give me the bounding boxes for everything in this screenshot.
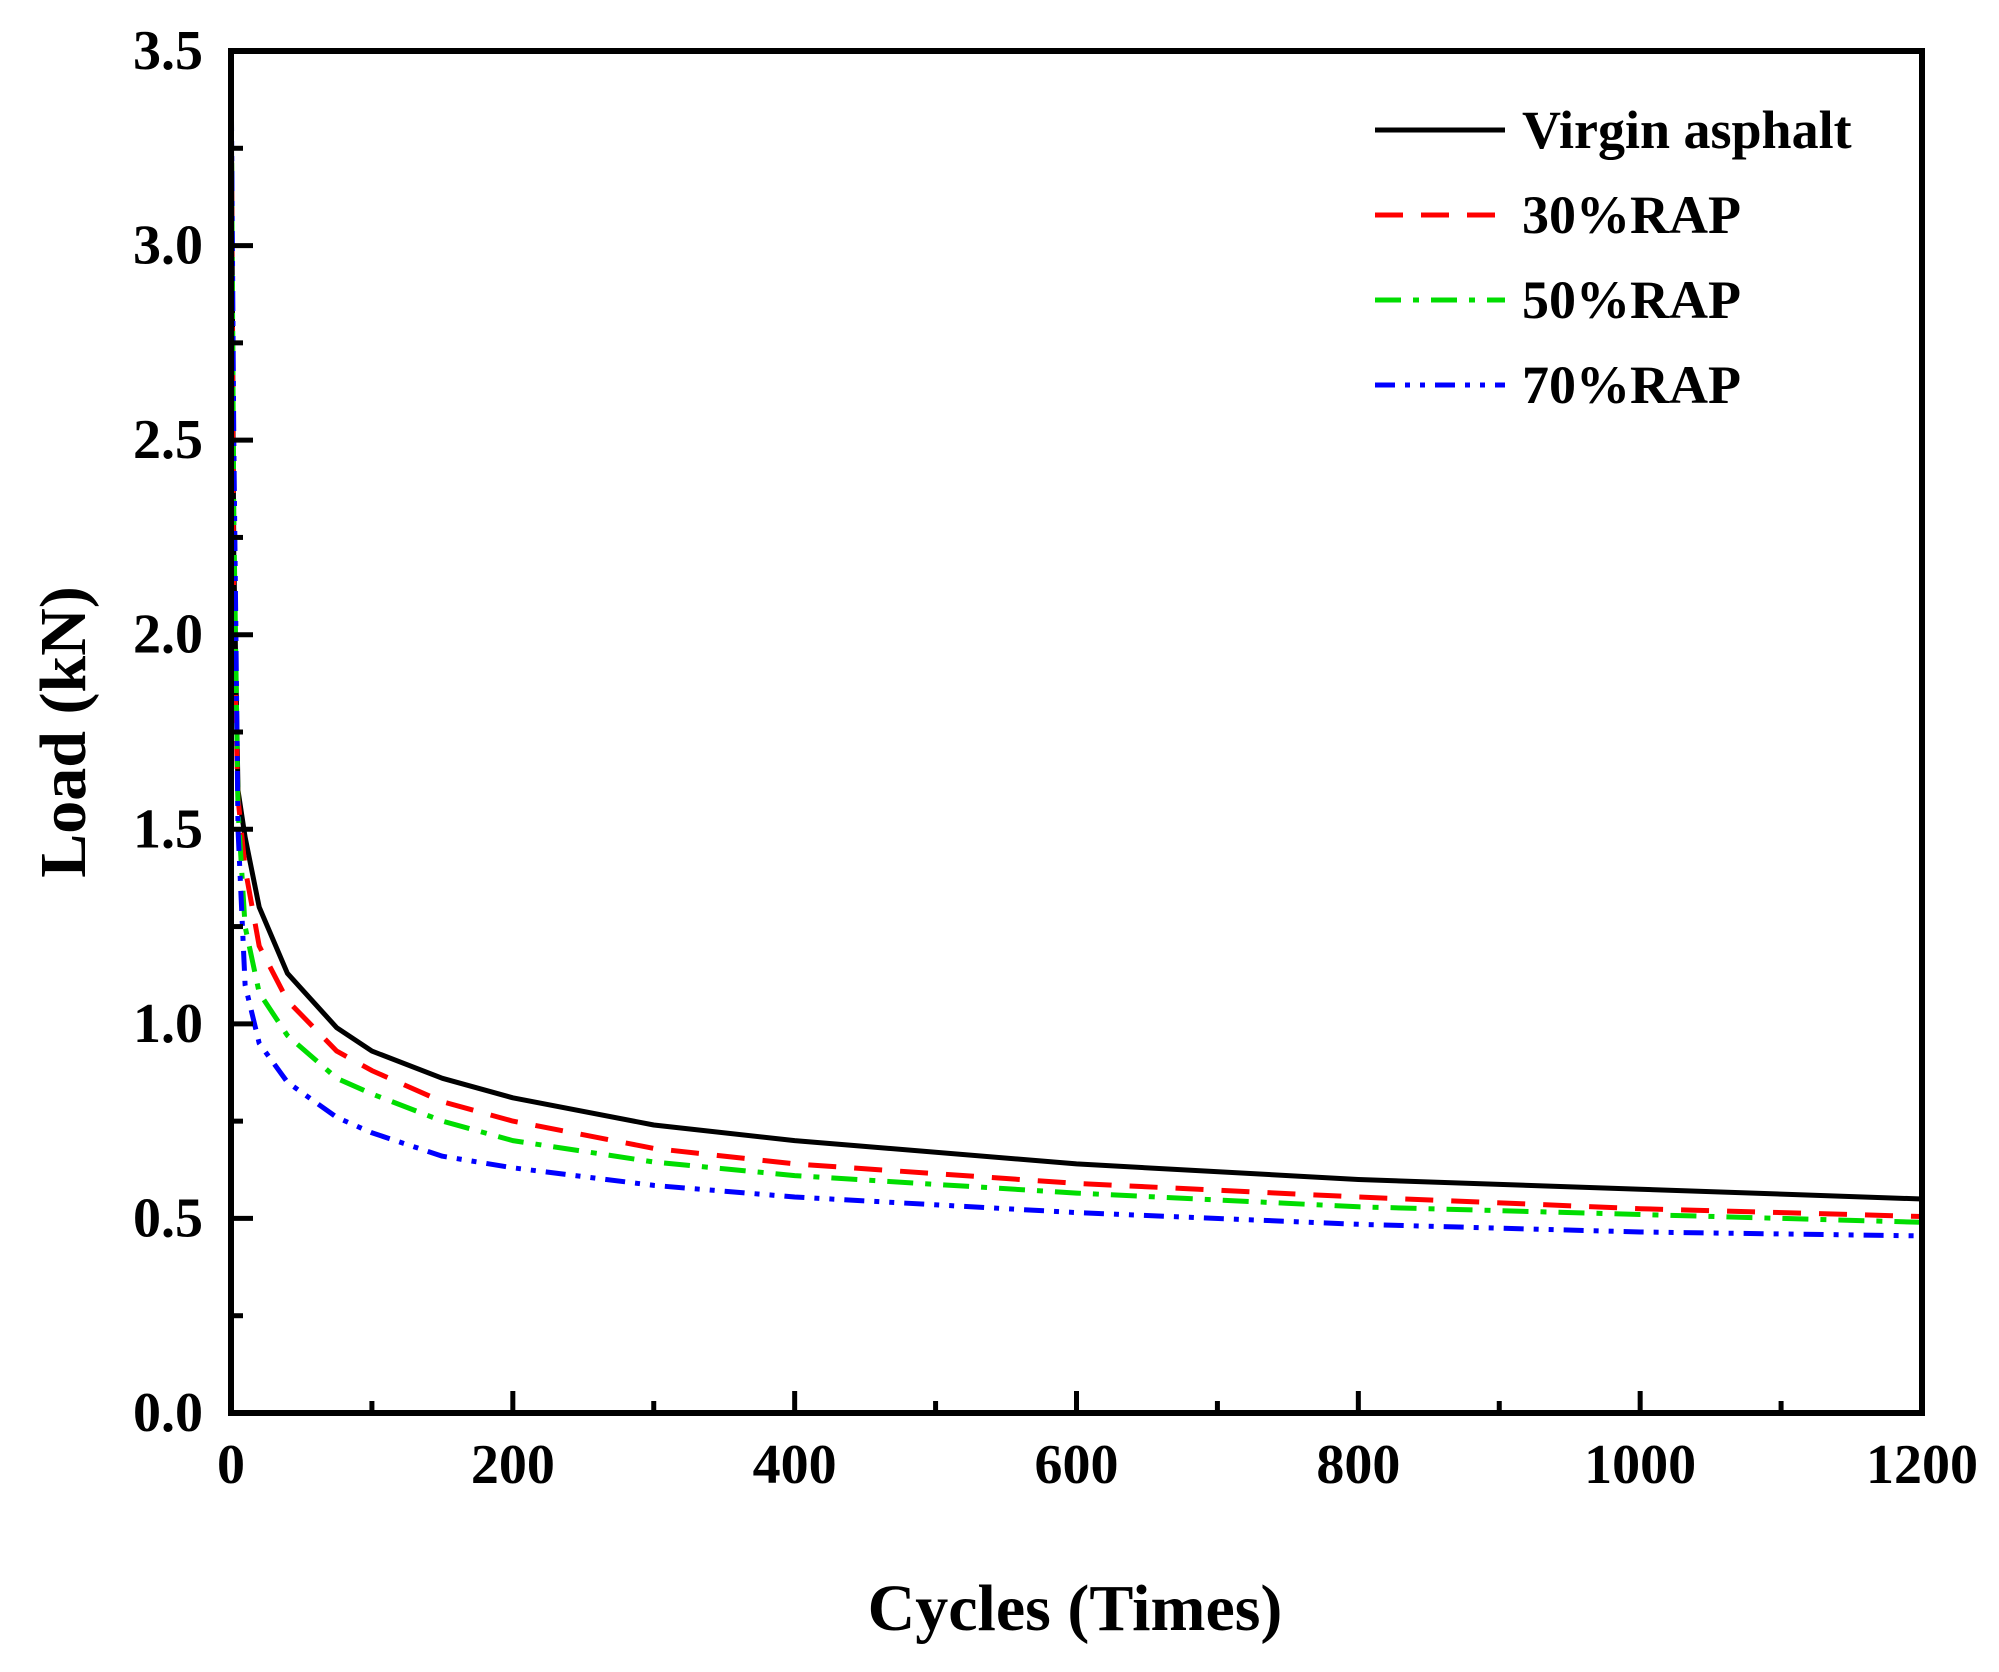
series-line-1 bbox=[228, 50, 1923, 1219]
x-tick-label: 200 bbox=[471, 1434, 555, 1496]
x-tick-label: 600 bbox=[1035, 1434, 1119, 1496]
x-tick-label: 1200 bbox=[1866, 1434, 1978, 1496]
plot-frame bbox=[228, 48, 1925, 1416]
y-axis-label: Load (kN) bbox=[27, 586, 100, 878]
x-tick-label: 1000 bbox=[1584, 1434, 1696, 1496]
legend-label-3: 70%RAP bbox=[1522, 355, 1741, 415]
x-tick-label: 800 bbox=[1316, 1434, 1400, 1496]
y-tick-label: 2.5 bbox=[133, 409, 203, 471]
x-tick-label: 0 bbox=[217, 1434, 245, 1496]
y-tick-label: 3.0 bbox=[133, 215, 203, 277]
y-tick-label: 2.0 bbox=[133, 604, 203, 666]
x-axis-label: Cycles (Times) bbox=[868, 1572, 1283, 1645]
legend-label-0: Virgin asphalt bbox=[1522, 100, 1852, 160]
plot-lines bbox=[228, 50, 1923, 1239]
axis-ticks: 0 200 400 600 800 1000 1200 0.0 0.5 1.0 1.5 2.0 2.5 3… bbox=[133, 20, 1978, 1496]
legend-label-1: 30%RAP bbox=[1522, 185, 1741, 245]
x-tick-label: 400 bbox=[753, 1434, 837, 1496]
series-line-3 bbox=[228, 50, 1923, 1239]
legend-label-2: 50%RAP bbox=[1522, 270, 1741, 330]
y-tick-label: 3.5 bbox=[133, 20, 203, 82]
legend: Virgin asphalt 30%RAP 50%RAP 70%RAP bbox=[1375, 100, 1852, 415]
y-tick-label: 1.5 bbox=[133, 798, 203, 860]
series-line-2 bbox=[228, 50, 1923, 1225]
y-tick-label: 1.0 bbox=[133, 993, 203, 1055]
y-tick-label: 0.0 bbox=[133, 1382, 203, 1444]
y-tick-label: 0.5 bbox=[133, 1187, 203, 1249]
